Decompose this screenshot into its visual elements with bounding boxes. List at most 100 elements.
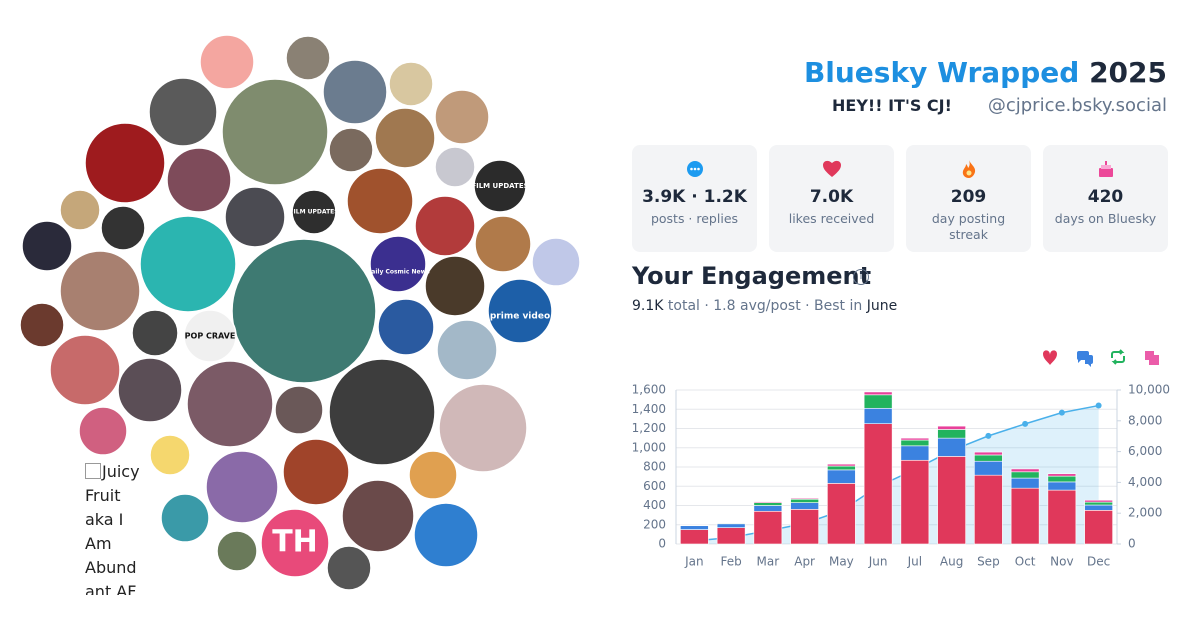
- avatar[interactable]: [473, 159, 527, 213]
- avatar-text: Daily Cosmic News: [366, 269, 430, 276]
- legend-toggle[interactable]: [1043, 350, 1057, 365]
- y-tick-label: 0: [658, 537, 666, 551]
- avatar-text: FILM UPDATES: [289, 209, 338, 216]
- bar-segment: [827, 483, 856, 545]
- avatar-text: POP CRAVE: [185, 332, 236, 341]
- bar-segment: [1047, 481, 1077, 491]
- stat-value: 7.0K: [809, 187, 854, 207]
- stat-value: 209: [950, 187, 987, 207]
- avatar[interactable]: [221, 78, 329, 186]
- avatar[interactable]: [328, 358, 436, 466]
- avatar[interactable]: [160, 493, 210, 543]
- avatar[interactable]: [84, 122, 166, 204]
- avatar[interactable]: [260, 508, 330, 578]
- avatar[interactable]: [148, 77, 218, 147]
- avatar[interactable]: [377, 298, 435, 356]
- avatar[interactable]: [205, 450, 279, 524]
- avatar[interactable]: [424, 255, 486, 317]
- avatar[interactable]: [149, 434, 191, 476]
- avatar[interactable]: [166, 147, 232, 213]
- avatar[interactable]: [183, 309, 237, 363]
- avatar[interactable]: [326, 545, 372, 591]
- avatar[interactable]: [49, 334, 121, 406]
- stat-card: 3.9K · 1.2K posts · replies: [632, 145, 757, 252]
- avatar[interactable]: [186, 360, 274, 448]
- avatar[interactable]: [414, 195, 476, 257]
- bar-segment: [827, 469, 856, 484]
- stat-label: day posting streak: [931, 211, 1006, 242]
- legend-toggle[interactable]: [1076, 351, 1093, 367]
- avatar[interactable]: [100, 205, 146, 251]
- total: 9.1K: [632, 298, 664, 314]
- line-point: [1022, 420, 1029, 427]
- bar-segment: [937, 425, 966, 430]
- y-tick-label: 1,000: [632, 440, 666, 454]
- legend-icon: [1145, 351, 1159, 365]
- avatar[interactable]: [408, 450, 458, 500]
- legend-icon: [1076, 351, 1093, 367]
- avatar[interactable]: [21, 220, 73, 272]
- y2-tick-label: 6,000: [1128, 444, 1162, 458]
- bar-segment: [680, 525, 709, 530]
- line-point: [985, 432, 992, 439]
- avatar[interactable]: [322, 59, 388, 125]
- y-tick-label: 1,400: [632, 402, 666, 416]
- bar-segment: [790, 498, 819, 503]
- avatar[interactable]: [231, 238, 377, 384]
- bar-segment: [1047, 489, 1077, 545]
- avatar[interactable]: [413, 502, 479, 568]
- legend-toggle[interactable]: [1111, 349, 1125, 365]
- avatar[interactable]: [282, 438, 350, 506]
- avatar[interactable]: [346, 167, 414, 235]
- bar-segment: [900, 459, 930, 545]
- avatar[interactable]: [131, 309, 179, 357]
- stat-label: likes received: [788, 211, 875, 226]
- legend-icon: [1043, 350, 1057, 365]
- avatar-text: prime video: [490, 312, 550, 322]
- avatar[interactable]: [78, 406, 128, 456]
- icon: [962, 160, 975, 178]
- avatar[interactable]: [434, 89, 490, 145]
- avatar[interactable]: [216, 530, 258, 572]
- avatar[interactable]: [285, 35, 331, 81]
- bar-segment: [1084, 501, 1113, 506]
- bar-segment: [900, 437, 930, 441]
- avatar[interactable]: [274, 385, 324, 435]
- broken-image: Juicy Fruit aka I Am Abundant AF: [85, 460, 140, 595]
- handle[interactable]: @cjprice.bsky.social: [987, 95, 1167, 116]
- avatar[interactable]: [224, 186, 286, 248]
- y-tick-label: 400: [643, 498, 666, 512]
- legend-toggle[interactable]: [1145, 351, 1159, 365]
- avatar[interactable]: [199, 34, 255, 90]
- avatar[interactable]: [59, 189, 101, 231]
- avatar[interactable]: [374, 107, 436, 169]
- avatar[interactable]: [291, 189, 337, 235]
- avatar[interactable]: [531, 237, 581, 287]
- info-icon[interactable]: i: [853, 269, 869, 285]
- bar-segment: [1084, 510, 1113, 545]
- avatar[interactable]: [59, 250, 141, 332]
- bar-segment: [827, 465, 856, 471]
- avatar[interactable]: [341, 479, 415, 553]
- best-month: June: [866, 298, 898, 314]
- bar-segment: [937, 429, 966, 439]
- x-tick-label: May: [829, 555, 854, 569]
- avatar[interactable]: [438, 383, 528, 473]
- bar-segment: [900, 439, 930, 447]
- bar-segment: [974, 460, 1003, 476]
- avatar[interactable]: [434, 146, 476, 188]
- avatar[interactable]: [369, 235, 427, 293]
- avatar[interactable]: [388, 61, 434, 107]
- x-tick-label: Jun: [868, 555, 888, 569]
- avatar[interactable]: [487, 278, 553, 344]
- avatar[interactable]: [436, 319, 498, 381]
- avatar[interactable]: [19, 302, 65, 348]
- avatar[interactable]: [328, 127, 374, 173]
- avatar[interactable]: [474, 215, 532, 273]
- icon: [822, 160, 841, 177]
- bar-segment: [863, 407, 893, 424]
- bar-segment: [753, 510, 783, 545]
- avatar[interactable]: [117, 357, 183, 423]
- avatar-text: TH: [272, 525, 318, 560]
- avatar[interactable]: [139, 215, 237, 313]
